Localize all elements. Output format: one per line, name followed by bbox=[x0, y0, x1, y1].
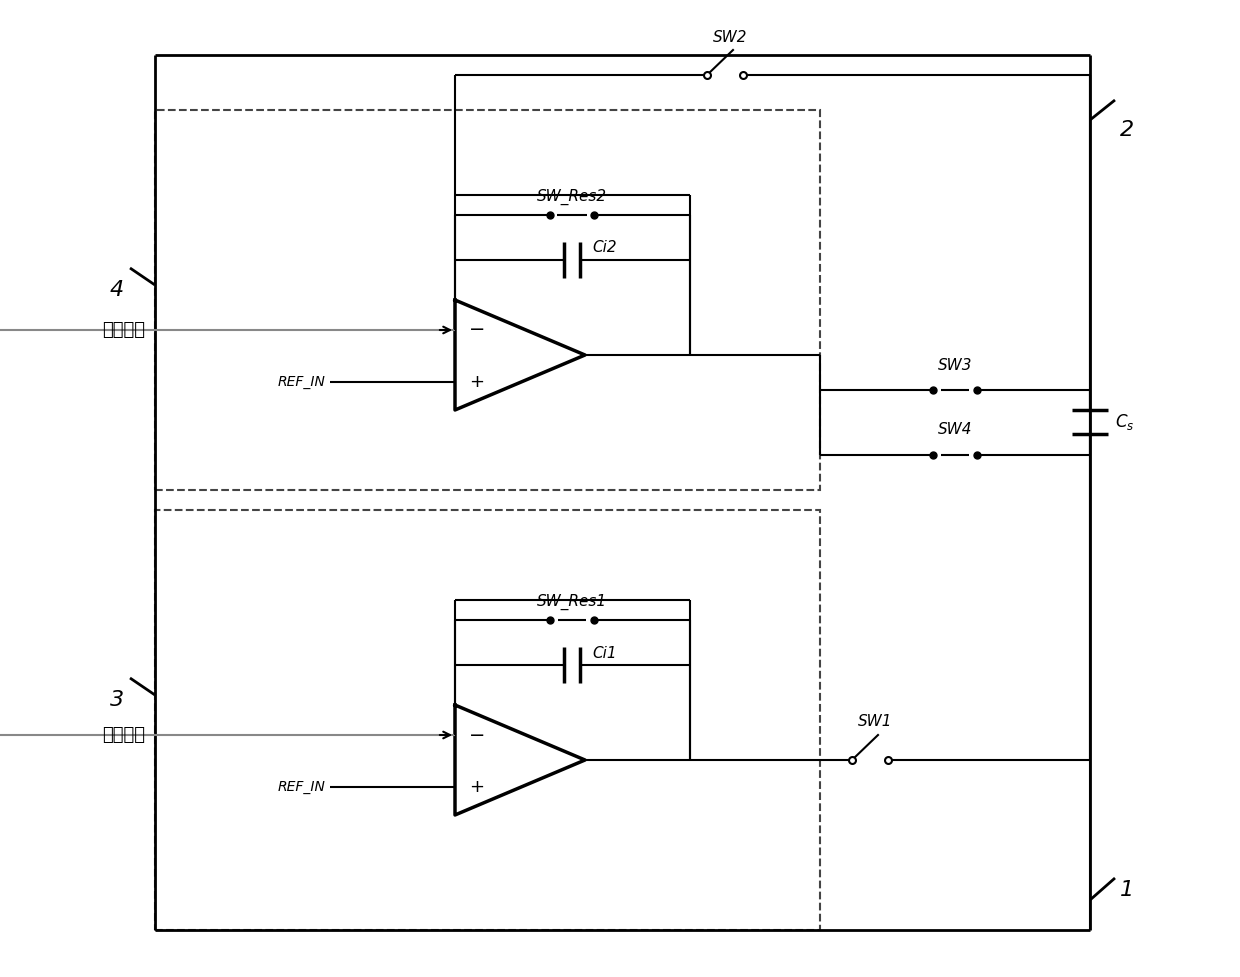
Text: Ci1: Ci1 bbox=[591, 646, 616, 660]
Text: 4: 4 bbox=[110, 280, 124, 300]
Text: −: − bbox=[469, 320, 485, 339]
Text: REF_IN: REF_IN bbox=[277, 780, 325, 794]
Text: SW3: SW3 bbox=[937, 358, 972, 372]
Text: Ci2: Ci2 bbox=[591, 240, 616, 256]
Text: 共模信号: 共模信号 bbox=[102, 726, 145, 744]
Text: SW2: SW2 bbox=[713, 29, 748, 45]
Text: SW_Res2: SW_Res2 bbox=[537, 189, 608, 205]
Text: +: + bbox=[470, 778, 485, 796]
Text: 3: 3 bbox=[110, 690, 124, 710]
Text: SW1: SW1 bbox=[858, 714, 893, 730]
Text: SW4: SW4 bbox=[937, 422, 972, 438]
Bar bbox=[155, 510, 820, 930]
Text: 2: 2 bbox=[1120, 120, 1135, 140]
Text: 1: 1 bbox=[1120, 880, 1135, 900]
Text: 指纹信号: 指纹信号 bbox=[102, 321, 145, 339]
Text: $C_s$: $C_s$ bbox=[1115, 412, 1135, 432]
Text: SW_Res1: SW_Res1 bbox=[537, 594, 608, 610]
Bar bbox=[155, 110, 820, 490]
Text: REF_IN: REF_IN bbox=[277, 375, 325, 389]
Text: +: + bbox=[470, 373, 485, 391]
Text: −: − bbox=[469, 726, 485, 744]
